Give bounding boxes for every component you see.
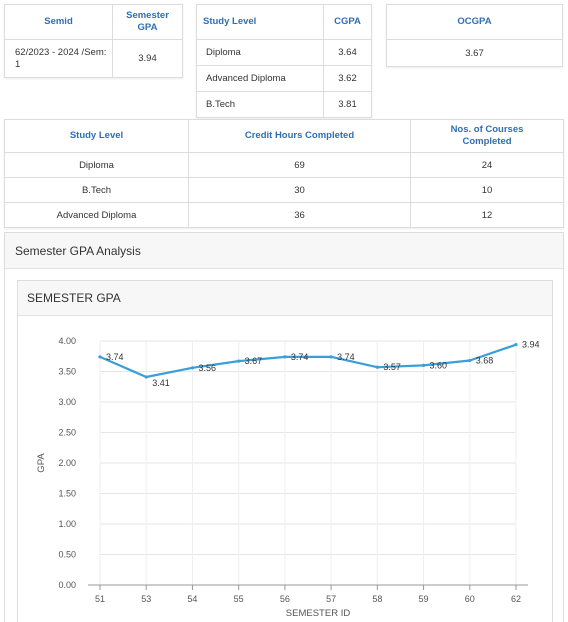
y-tick-label: 2.50: [58, 428, 76, 438]
study-level-header: Study Level: [4, 119, 189, 153]
data-point: [421, 363, 426, 367]
study-level-cell: Diploma: [196, 39, 324, 66]
semester-gpa-cell: 3.94: [112, 39, 183, 78]
semester-gpa-line-chart: 0.00 0.50 1.00 1.50 2.00 2.50 3.00 3.50 4.00 51 53…: [36, 336, 540, 619]
data-label: 3.60: [430, 360, 448, 370]
y-tick-label: 3.00: [58, 397, 76, 407]
x-tick-label: 62: [511, 594, 521, 604]
x-tick-label: 60: [465, 594, 475, 604]
x-tick-label: 58: [372, 594, 382, 604]
data-label: 3.74: [291, 352, 309, 362]
data-label: 3.94: [522, 340, 540, 350]
x-tick-label: 59: [419, 594, 429, 604]
credit-hours-cell: 69: [188, 152, 411, 178]
credit-hours-cell: 30: [188, 177, 411, 203]
data-point: [375, 365, 379, 369]
ocgpa-table: OCGPA 3.67: [386, 4, 563, 67]
ocgpa-value: 3.67: [386, 39, 563, 67]
data-point: [468, 358, 472, 363]
data-label: 3.74: [337, 352, 355, 362]
y-tick-label: 0.50: [58, 550, 76, 560]
courses-cell: 10: [410, 177, 564, 203]
data-point: [190, 366, 195, 370]
x-tick-label: 54: [187, 594, 197, 604]
x-tick-label: 55: [234, 594, 244, 604]
data-point: [98, 355, 102, 359]
courses-cell: 12: [410, 202, 564, 228]
credit-hours-table: Study Level Credit Hours Completed Nos. …: [4, 119, 564, 228]
study-level-cell: Advanced Diploma: [196, 65, 324, 92]
semester-gpa-table: Semid Semester GPA 62/2023 - 2024 /Sem: 1 …: [4, 4, 183, 78]
table-row: Advanced Diploma 3.62: [196, 65, 372, 92]
table-row: B.Tech 3.81: [196, 91, 372, 118]
ocgpa-header: OCGPA: [386, 4, 563, 40]
semester-gpa-chart-card: SEMESTER GPA 0.00 0.50 1.00 1.50 2.00 2.50 3.0…: [17, 280, 553, 622]
table-row: Diploma 69 24: [4, 152, 564, 178]
y-tick-label: 3.50: [58, 367, 76, 377]
y-tick-label: 0.00: [58, 580, 76, 590]
study-level-cell: B.Tech: [4, 177, 189, 203]
y-tick-label: 1.00: [58, 519, 76, 529]
semid-cell: 62/2023 - 2024 /Sem: 1: [4, 39, 113, 78]
gpa-series-line: [99, 343, 517, 379]
table-row: B.Tech 30 10: [4, 177, 564, 203]
y-tick-label: 1.50: [58, 489, 76, 499]
data-point: [514, 343, 518, 347]
semester-gpa-header: Semester GPA: [112, 4, 183, 40]
y-tick-label: 4.00: [58, 336, 76, 346]
data-label: 3.57: [383, 362, 401, 372]
data-label: 3.68: [476, 356, 494, 366]
x-axis-title: SEMESTER ID: [286, 608, 351, 619]
data-label: 3.74: [106, 352, 124, 362]
data-point: [283, 355, 287, 359]
y-tick-label: 2.00: [58, 458, 76, 468]
cgpa-header: CGPA: [323, 4, 372, 40]
cgpa-cell: 3.64: [323, 39, 372, 66]
semid-header: Semid: [4, 4, 113, 40]
x-tick-label: 57: [326, 594, 336, 604]
x-tick-label: 53: [141, 594, 151, 604]
cgpa-cell: 3.81: [323, 91, 372, 118]
table-row: Advanced Diploma 36 12: [4, 202, 564, 228]
y-axis-title: GPA: [36, 453, 47, 473]
x-tick-label: 51: [95, 594, 105, 604]
credit-hours-header: Credit Hours Completed: [188, 119, 411, 153]
credit-hours-cell: 36: [188, 202, 411, 228]
panel-title: Semester GPA Analysis: [5, 233, 563, 269]
study-level-header: Study Level: [196, 4, 324, 40]
cgpa-table: Study Level CGPA Diploma 3.64 Advanced D…: [196, 4, 372, 118]
data-point: [329, 355, 333, 359]
cgpa-cell: 3.62: [323, 65, 372, 92]
study-level-cell: Diploma: [4, 152, 189, 178]
data-label: 3.56: [198, 363, 216, 373]
study-level-cell: B.Tech: [196, 91, 324, 118]
x-tick-label: 56: [280, 594, 290, 604]
chart-title: SEMESTER GPA: [18, 281, 552, 316]
table-row: Diploma 3.64: [196, 39, 372, 66]
data-point: [237, 359, 241, 363]
data-label: 3.41: [152, 378, 170, 388]
courses-cell: 24: [410, 152, 564, 178]
data-label: 3.67: [245, 356, 263, 366]
data-point: [144, 375, 148, 379]
study-level-cell: Advanced Diploma: [4, 202, 189, 228]
semester-gpa-analysis-panel: Semester GPA Analysis SEMESTER GPA 0.00 0…: [4, 232, 564, 622]
courses-completed-header: Nos. of Courses Completed: [410, 119, 564, 153]
